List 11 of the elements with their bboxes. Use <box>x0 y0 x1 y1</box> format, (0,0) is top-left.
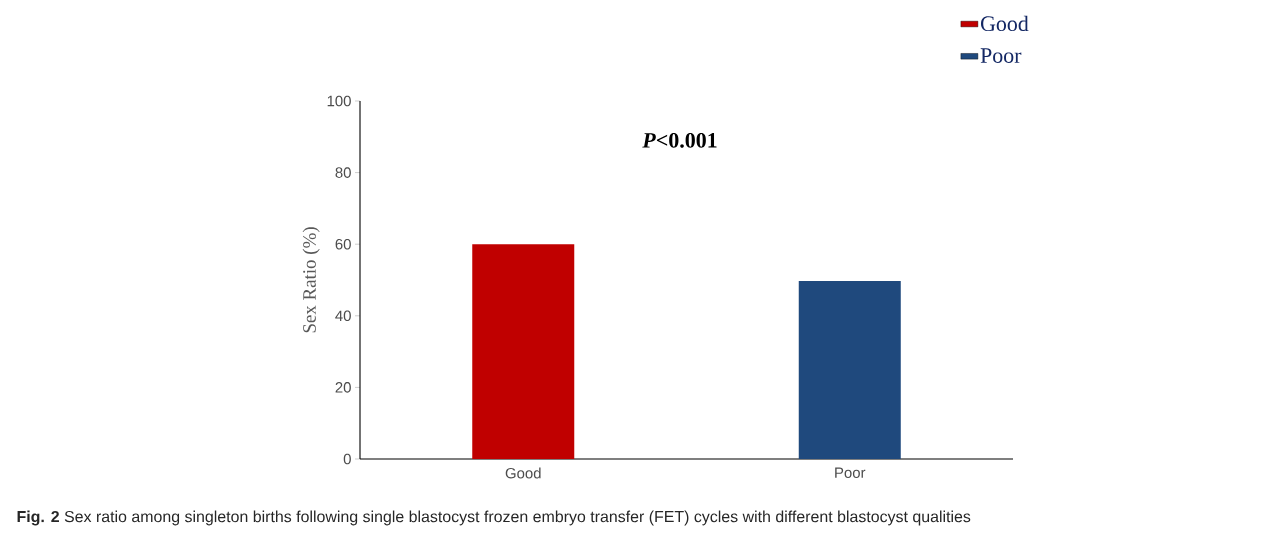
y-axis-title: Sex Ratio (%) <box>302 227 320 333</box>
y-tick-label: 40 <box>335 310 351 322</box>
y-tick-label: 100 <box>327 95 351 107</box>
annotation: P<0.001 <box>642 132 717 148</box>
y-tick-label: 80 <box>335 167 351 178</box>
legend-label: Good <box>980 15 1029 32</box>
y-tick-label: 20 <box>335 382 351 393</box>
legend-label: Poor <box>980 48 1022 63</box>
y-tick-label: 60 <box>335 238 351 250</box>
text: Fig. 2 Sex ratio among singleton births following single blastocyst frozen embryo transfer (FET) cycles with different blastocyst qualities <box>17 510 971 526</box>
y-tick-label: 0 <box>343 453 351 465</box>
